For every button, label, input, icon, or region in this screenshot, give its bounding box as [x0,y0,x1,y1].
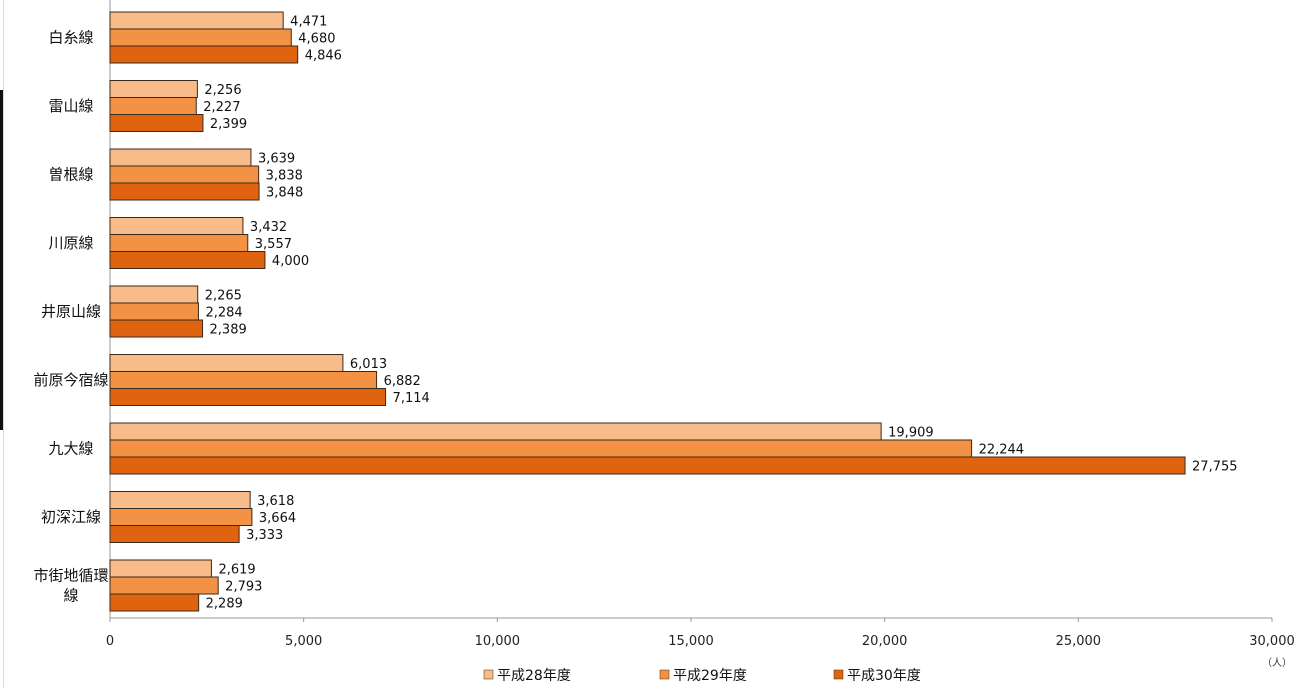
value-label: 2,389 [210,323,247,338]
value-label: 2,619 [218,563,255,578]
legend-label: 平成29年度 [673,668,747,684]
legend-swatch [833,669,844,680]
value-label: 6,882 [384,374,421,389]
bar [109,97,197,115]
bar [109,491,251,509]
x-tick-label: 20,000 [862,634,908,649]
value-label: 2,793 [225,580,262,595]
legend-swatch [659,669,670,680]
bar [109,559,212,578]
bar [109,422,882,441]
bar [109,285,199,304]
category-label: 前原今宿線 [33,371,108,389]
bar [109,165,260,184]
category-label: 白糸線 [48,29,93,47]
value-label: 7,114 [393,391,430,406]
value-label: 22,244 [979,443,1024,458]
value-label: 3,838 [266,169,303,184]
value-label: 4,846 [305,49,342,64]
bar [109,80,198,98]
bar [109,371,378,389]
value-label: 3,333 [246,528,283,543]
value-label: 2,256 [204,83,241,98]
bar [109,319,204,338]
bar [109,28,292,47]
value-label: 2,289 [206,597,243,612]
x-tick-label: 15,000 [668,634,714,649]
bar [109,148,252,167]
bar [109,11,284,30]
bar [109,45,299,64]
legend-label: 平成30年度 [847,668,921,684]
bar [109,182,260,201]
x-tick-label: 5,000 [285,634,322,649]
value-label: 2,284 [205,306,242,321]
category-label: 曽根線 [48,166,93,184]
value-label: 3,432 [250,220,287,235]
bar [109,354,344,372]
value-label: 2,265 [205,289,242,304]
category-label: 雷山線 [48,97,93,115]
unit-label: （人） [1262,657,1292,669]
bar [109,576,219,595]
value-label: 2,399 [210,117,247,132]
x-tick-label: 10,000 [475,634,521,649]
value-label: 4,000 [272,254,309,269]
value-label: 3,664 [259,511,296,526]
bar [109,251,266,269]
value-label: 4,471 [290,15,327,30]
category-label: 市街地循環 [33,567,108,585]
value-label: 3,639 [258,152,295,167]
bar [109,234,249,252]
value-label: 6,013 [350,357,387,372]
bar [109,302,199,321]
value-label: 3,618 [257,494,294,509]
bar [109,439,973,458]
category-label: 線 [63,587,78,605]
value-label: 19,909 [888,426,934,441]
x-tick-label: 30,000 [1249,634,1295,649]
value-label: 3,848 [266,186,303,201]
value-label: 27,755 [1192,460,1238,475]
bar [109,456,1186,475]
category-label: 九大線 [48,440,93,458]
value-label: 2,227 [203,100,240,115]
legend-label: 平成28年度 [497,668,571,684]
category-label: 初深江線 [41,508,101,526]
value-label: 3,557 [255,237,292,252]
bar [109,593,200,612]
x-tick-label: 0 [106,634,114,649]
x-tick-label: 25,000 [1056,634,1102,649]
bar [109,114,204,132]
left-edge-rule [3,0,4,688]
legend-swatch [483,669,494,680]
bar [109,217,244,235]
category-label: 井原山線 [41,303,101,321]
bar [109,388,387,406]
bar [109,525,240,543]
left-edge-bar [0,90,3,430]
category-label: 川原線 [48,234,93,252]
value-label: 4,680 [298,32,335,47]
bar [109,508,253,526]
